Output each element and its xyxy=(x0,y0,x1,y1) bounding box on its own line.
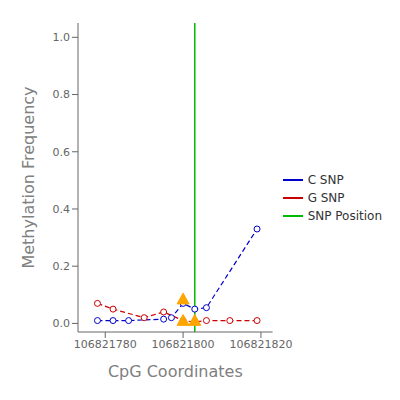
svg-text:1.0: 1.0 xyxy=(53,31,71,44)
svg-text:0.6: 0.6 xyxy=(53,146,71,159)
svg-text:106821800: 106821800 xyxy=(152,338,215,351)
svg-text:106821820: 106821820 xyxy=(229,338,292,351)
svg-text:0.8: 0.8 xyxy=(53,88,71,101)
html-text:C SNP: C SNP xyxy=(307,173,344,187)
svg-text:0.0: 0.0 xyxy=(53,317,71,330)
html-text:G SNP: G SNP xyxy=(307,191,345,205)
svg-text:CpG Coordinates: CpG Coordinates xyxy=(108,362,243,381)
html-text:SNP Position: SNP Position xyxy=(307,209,382,223)
svg-text:0.2: 0.2 xyxy=(53,260,71,273)
svg-text:Methylation Frequency: Methylation Frequency xyxy=(19,86,38,268)
svg-text:0.4: 0.4 xyxy=(53,203,71,216)
svg-text:106821780: 106821780 xyxy=(74,338,137,351)
